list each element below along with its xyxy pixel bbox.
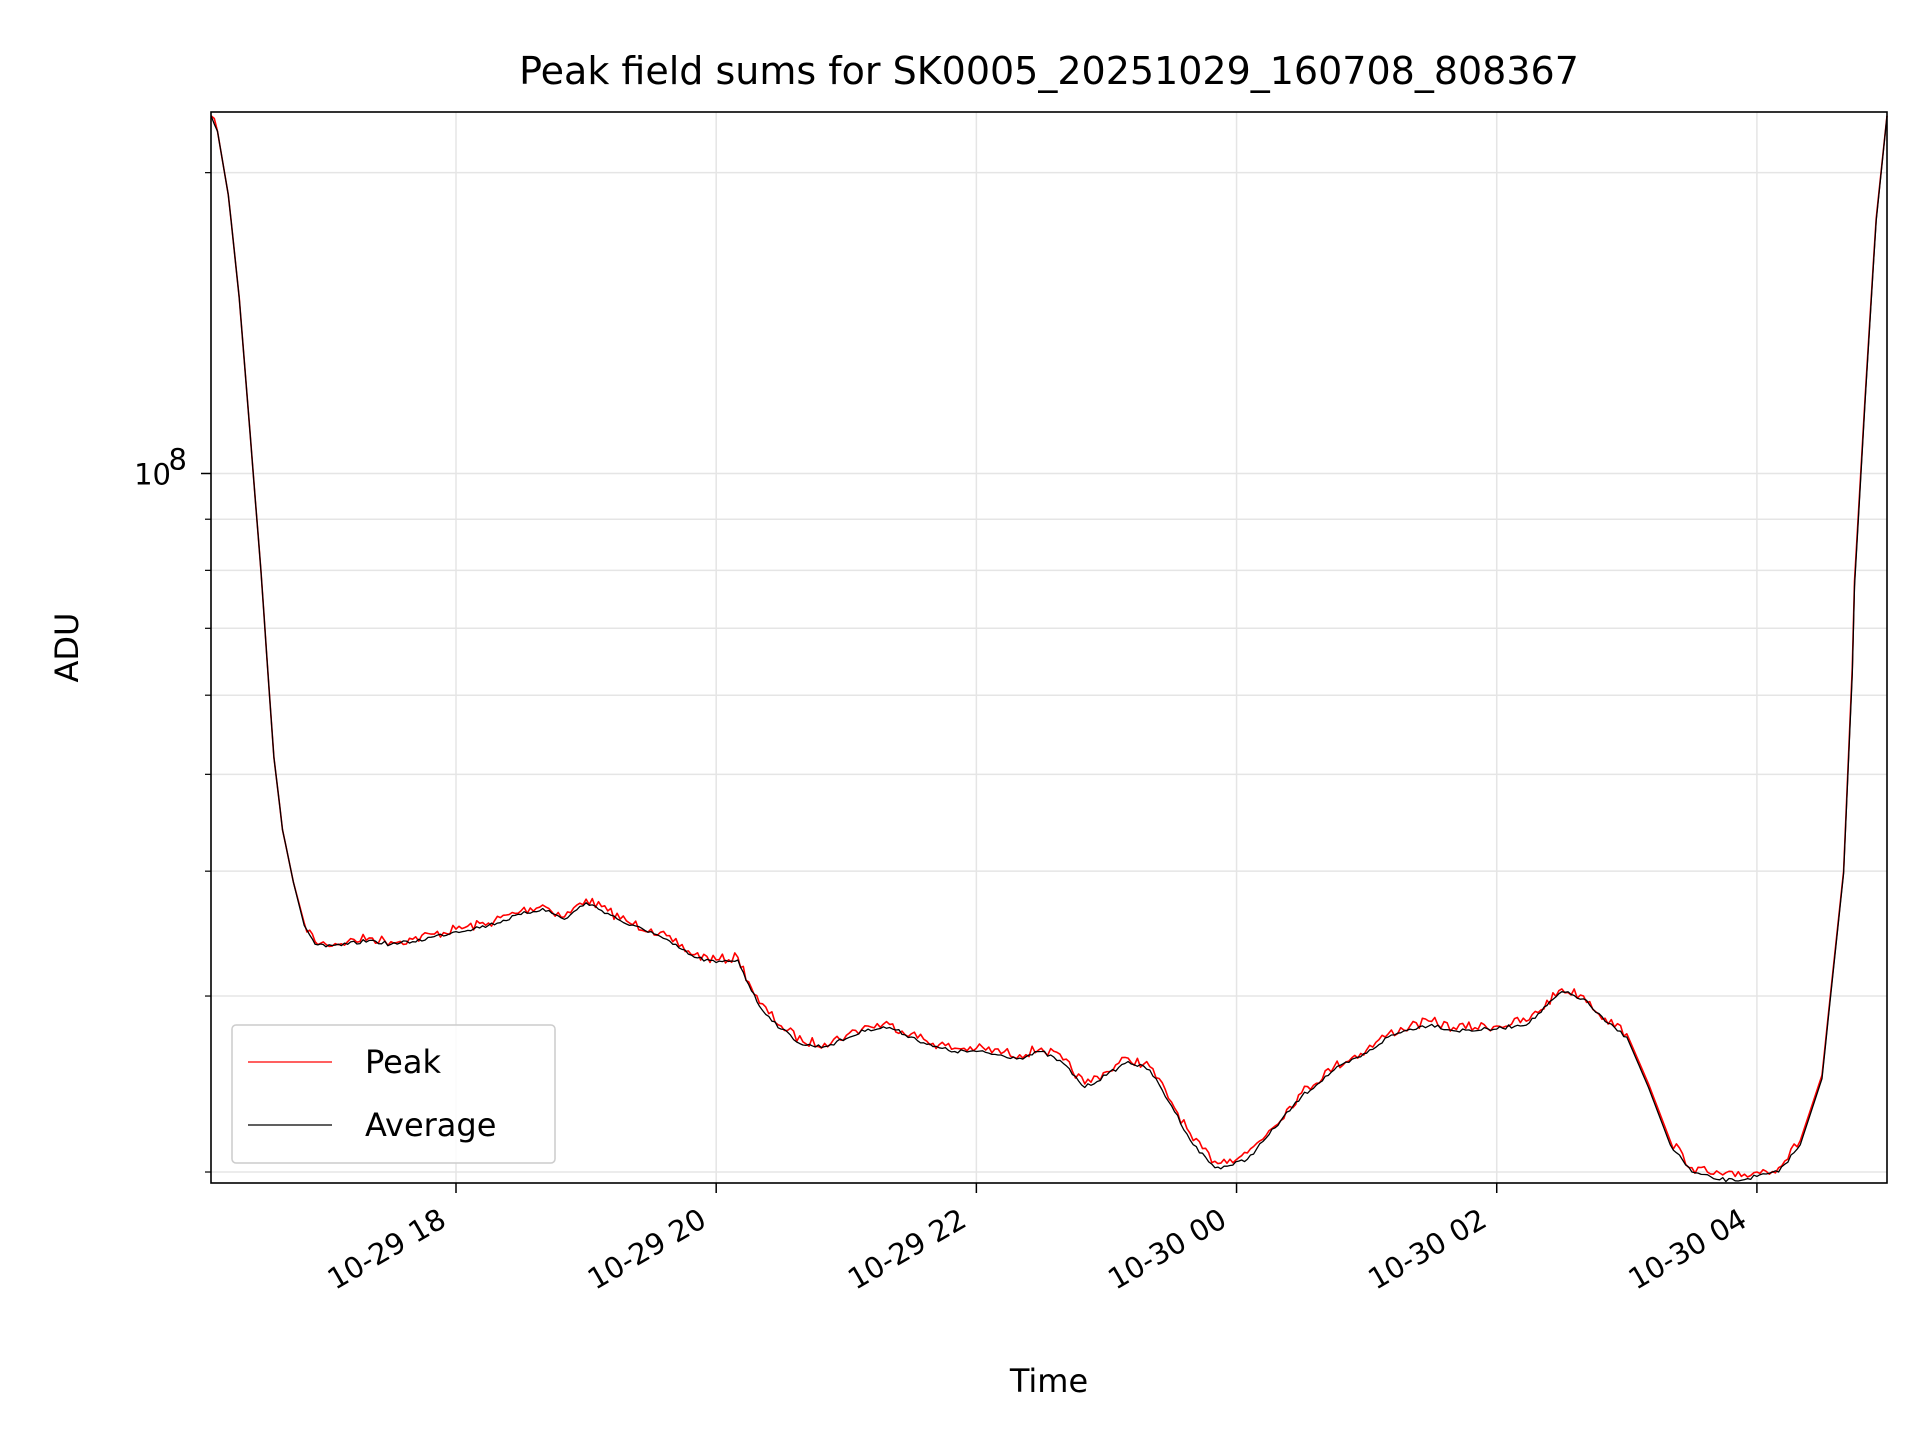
y-tick-label: 10 <box>134 457 171 491</box>
plot-series <box>210 115 1888 1183</box>
series-line-average <box>210 115 1888 1183</box>
y-axis-title: ADU <box>48 613 86 683</box>
x-axis-title: Time <box>1009 1362 1088 1400</box>
legend-label-average: Average <box>365 1106 496 1144</box>
chart-title: Peak field sums for SK0005_20251029_1607… <box>519 49 1579 93</box>
grid <box>211 112 1887 1183</box>
legend-box <box>231 1024 556 1164</box>
legend: Peak Average <box>231 1024 556 1164</box>
y-tick-label-exponent: 8 <box>169 442 187 476</box>
axes-frame <box>210 111 1888 1184</box>
legend-label-peak: Peak <box>365 1043 441 1081</box>
